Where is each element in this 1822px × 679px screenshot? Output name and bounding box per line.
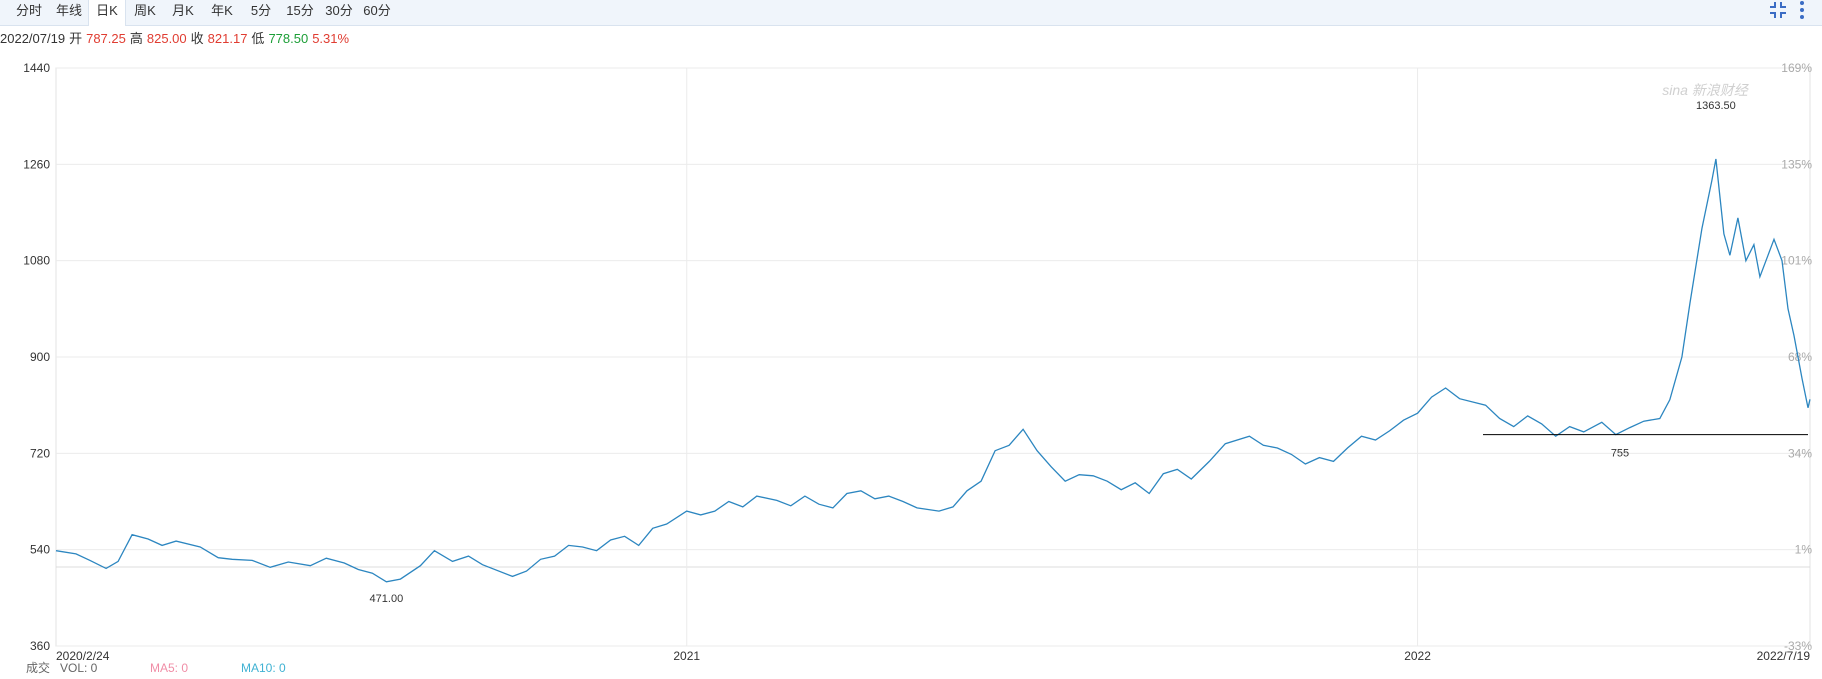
- pct-tick-label: 169%: [1781, 61, 1812, 75]
- tab-15min[interactable]: 15分: [286, 3, 314, 18]
- open-value: 787.25: [86, 31, 126, 46]
- tab-yearly-line[interactable]: 年线: [55, 3, 82, 18]
- ma5-value: MA5: 0: [150, 661, 189, 675]
- low-value: 778.50: [268, 31, 309, 46]
- low-label: 低: [251, 31, 265, 46]
- high-value: 825.00: [146, 31, 187, 46]
- pct-tick-label: -33%: [1784, 639, 1812, 653]
- compress-icon[interactable]: [1768, 0, 1788, 22]
- y-tick-label: 360: [30, 639, 50, 653]
- pct-tick-label: 34%: [1788, 446, 1812, 460]
- x-tick-label: 2020/2/24: [56, 649, 110, 663]
- tab-5min[interactable]: 5分: [250, 3, 272, 18]
- ma10-value: MA10: 0: [241, 661, 286, 675]
- more-vertical-icon[interactable]: [1796, 0, 1808, 22]
- close-label: 收: [190, 31, 204, 46]
- volume-value: VOL: 0: [60, 661, 98, 675]
- max-price-label: 1363.50: [1696, 100, 1736, 112]
- y-tick-label: 1260: [23, 157, 50, 171]
- pct-tick-label: 1%: [1795, 543, 1813, 557]
- pct-tick-label: 101%: [1781, 254, 1812, 268]
- sina-watermark-logo: sina 新浪财经: [1662, 82, 1750, 98]
- open-label: 开: [69, 31, 83, 46]
- volume-prefix: 成交: [26, 661, 51, 675]
- y-tick-label: 1440: [23, 61, 50, 75]
- reference-label: 755: [1611, 448, 1629, 460]
- y-tick-label: 720: [30, 446, 50, 460]
- x-tick-label: 2022/7/19: [1757, 649, 1811, 663]
- price-series-line: [55, 158, 1811, 583]
- pct-tick-label: 135%: [1781, 157, 1812, 171]
- y-tick-label: 900: [30, 350, 50, 364]
- change-percent: 5.31%: [312, 31, 350, 46]
- y-tick-label: 540: [30, 543, 50, 557]
- tab-30min[interactable]: 30分: [325, 3, 353, 18]
- tab-daily-k[interactable]: 日K: [88, 0, 126, 26]
- pct-tick-label: 68%: [1788, 350, 1812, 364]
- tab-weekly-k[interactable]: 周K: [134, 3, 156, 18]
- tab-monthly-k[interactable]: 月K: [172, 3, 194, 18]
- x-tick-label: 2022: [1404, 649, 1431, 663]
- min-price-label: 471.00: [370, 593, 404, 605]
- y-tick-label: 1080: [23, 254, 50, 268]
- info-date: 2022/07/19: [0, 31, 66, 46]
- tab-60min[interactable]: 60分: [363, 3, 391, 18]
- tab-intraday[interactable]: 分时: [15, 3, 42, 18]
- period-tab-bar: 分时 年线 日K 周K 月K 年K 5分 15分 30分 60分: [0, 0, 1822, 26]
- tab-yearly-k[interactable]: 年K: [211, 3, 233, 18]
- ohlc-info-bar: 2022/07/19 开 787.25 高 825.00 收 821.17 低 778.50 5.…: [0, 30, 353, 48]
- high-label: 高: [129, 31, 143, 46]
- x-tick-label: 2021: [673, 649, 700, 663]
- close-value: 821.17: [207, 31, 248, 46]
